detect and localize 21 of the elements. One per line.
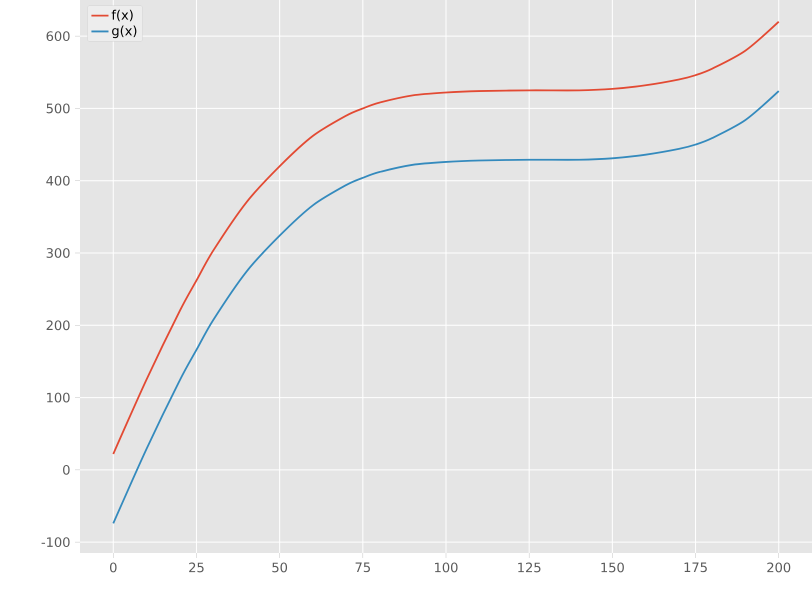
- y-tick-label: -100: [42, 537, 70, 548]
- line-series: [112, 90, 780, 524]
- legend-label: f(x): [112, 10, 133, 22]
- y-tick-label: 200: [46, 320, 70, 330]
- y-tick-label: 100: [47, 392, 70, 402]
- x-tick-label: 25: [189, 562, 204, 572]
- y-tick-label: 400: [46, 176, 70, 186]
- y-tick-label: 500: [46, 104, 70, 114]
- y-tick-label: 300: [46, 248, 70, 258]
- x-tick-label: 150: [601, 562, 624, 572]
- x-tick-label: 50: [272, 562, 288, 572]
- line-series: [112, 20, 780, 455]
- x-tick-label: 175: [684, 562, 707, 572]
- x-tick-label: 125: [518, 562, 540, 572]
- legend-label: g(x): [112, 26, 136, 38]
- x-tick-label: 100: [435, 562, 458, 572]
- x-tick-label: 200: [767, 562, 790, 572]
- y-tick-label: 0: [63, 464, 70, 475]
- x-tick-label: 0: [110, 562, 117, 572]
- x-tick-label: 75: [356, 562, 370, 572]
- y-tick-label: 600: [46, 31, 70, 42]
